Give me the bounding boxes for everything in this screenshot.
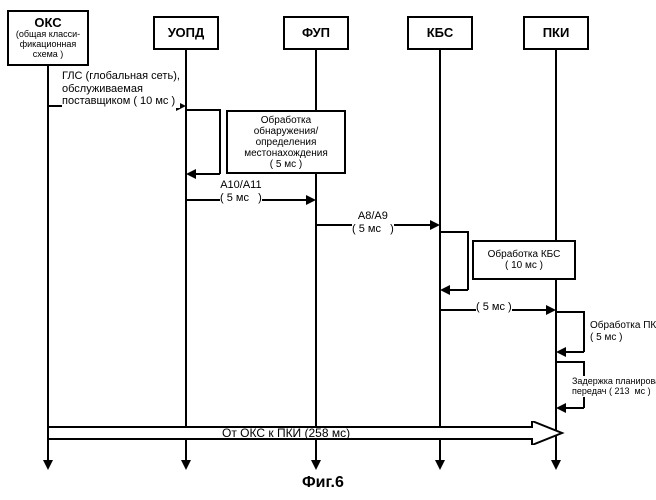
arrow-left-icon <box>556 347 566 357</box>
self-message-top <box>556 361 584 363</box>
participant-fup-title: ФУП <box>302 26 330 40</box>
participant-kbs: КБС <box>407 16 473 50</box>
self-message-top <box>556 311 584 313</box>
lifeline-oks <box>47 66 49 460</box>
participant-pki-title: ПКИ <box>543 26 570 40</box>
arrow-left-icon <box>186 169 196 179</box>
arrow-right-icon <box>546 305 556 315</box>
participant-uopd-title: УОПД <box>168 26 204 40</box>
self-message-top <box>186 109 220 111</box>
lifeline-end-icon <box>181 460 191 470</box>
arrow-left-icon <box>556 403 566 413</box>
process-box-kbs: Обработка КБС ( 10 мс ) <box>472 240 576 280</box>
participant-kbs-title: КБС <box>427 26 454 40</box>
side-label-pki2: Задержка планирования передач ( 213 мс ) <box>572 376 656 397</box>
lifeline-end-icon <box>551 460 561 470</box>
participant-oks: ОКС (общая класси- фикационная схема ) <box>7 10 89 66</box>
lifeline-end-icon <box>311 460 321 470</box>
lifeline-end-icon <box>43 460 53 470</box>
arrow-left-icon <box>440 285 450 295</box>
message-label: ГЛС (глобальная сеть), обслуживаемая пос… <box>62 70 180 108</box>
participant-uopd: УОПД <box>153 16 219 50</box>
lifeline-uopd <box>185 50 187 460</box>
process-box-uopd: Обработка обнаружения/ определения место… <box>226 110 346 174</box>
lifeline-end-icon <box>435 460 445 470</box>
summary-arrow-label: От ОКС к ПКИ (258 мс) <box>222 427 350 441</box>
self-message-side <box>583 311 585 352</box>
side-label-pki1: Обработка ПКИ ( 5 мс ) <box>590 320 656 343</box>
self-message-side <box>219 109 221 174</box>
participant-oks-subtitle: (общая класси- фикационная схема ) <box>16 30 80 60</box>
lifeline-kbs <box>439 50 441 460</box>
message-label: A10/A11 ( 5 мс ) <box>220 179 262 204</box>
participant-oks-title: ОКС <box>34 16 61 30</box>
process-box-uopd-label: Обработка обнаружения/ определения место… <box>244 115 328 170</box>
self-message-top <box>440 231 468 233</box>
message-label: A8/A9 ( 5 мс ) <box>352 210 394 235</box>
arrow-right-icon <box>430 220 440 230</box>
process-box-kbs-label: Обработка КБС ( 10 мс ) <box>488 249 561 271</box>
participant-fup: ФУП <box>283 16 349 50</box>
figure-label: Фиг.6 <box>302 474 344 492</box>
self-message-side <box>467 231 469 290</box>
arrow-right-icon <box>306 195 316 205</box>
message-label: ( 5 мс ) <box>476 301 512 314</box>
participant-pki: ПКИ <box>523 16 589 50</box>
sequence-diagram: { "type": "sequence-diagram", "backgroun… <box>0 0 656 500</box>
